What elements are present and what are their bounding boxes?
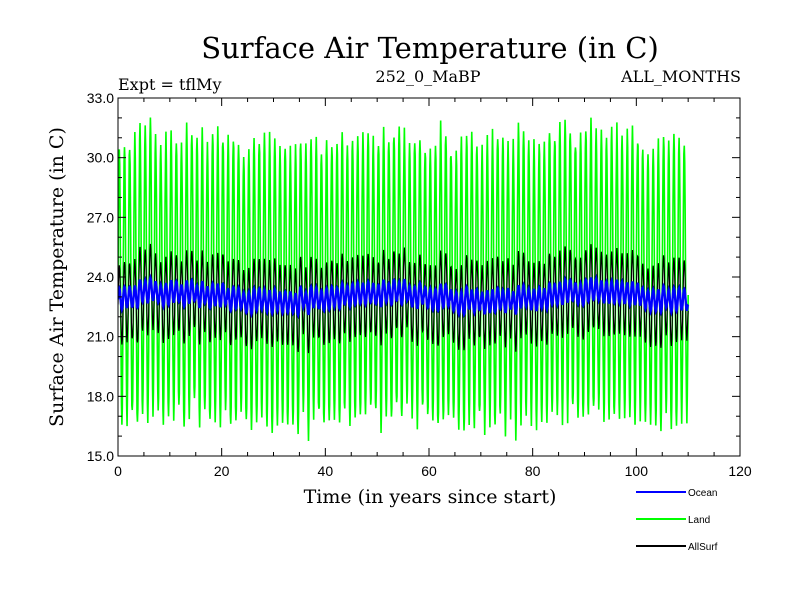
x-tick-label: 100 <box>625 463 649 479</box>
y-tick-label: 27.0 <box>87 209 114 225</box>
y-tick-label: 30.0 <box>87 150 114 166</box>
period-label: 252_0_MaBP <box>375 67 480 86</box>
legend-label-allsurf: AllSurf <box>688 542 718 553</box>
plot-area <box>117 97 741 457</box>
y-tick-label: 18.0 <box>87 388 114 404</box>
y-tick-label: 15.0 <box>87 448 114 464</box>
y-axis-label: Surface Air Temperature (in C) <box>46 127 68 427</box>
y-tick-label: 24.0 <box>87 269 114 285</box>
x-tick-label: 60 <box>421 463 437 479</box>
x-tick-label: 20 <box>214 463 230 479</box>
x-tick-label: 120 <box>728 463 752 479</box>
y-tick-label: 33.0 <box>87 90 114 106</box>
chart-title: Surface Air Temperature (in C) <box>201 31 659 65</box>
axis-ticks: 0 20 40 60 80 100 120 15.0 18.0 21.0 24.0 27.0 30.0 3… <box>87 90 752 479</box>
legend-label-land: Land <box>688 515 710 526</box>
legend-label-ocean: Ocean <box>688 488 717 499</box>
x-tick-label: 40 <box>318 463 334 479</box>
experiment-label: Expt = tflMy <box>118 75 221 94</box>
legend: Ocean Land AllSurf <box>636 488 718 553</box>
x-tick-label: 80 <box>525 463 541 479</box>
y-tick-label: 21.0 <box>87 329 114 345</box>
series-line-ocean <box>118 273 690 320</box>
x-tick-label: 0 <box>114 463 122 479</box>
x-axis-label: Time (in years since start) <box>304 486 557 508</box>
months-label: ALL_MONTHS <box>620 67 741 86</box>
